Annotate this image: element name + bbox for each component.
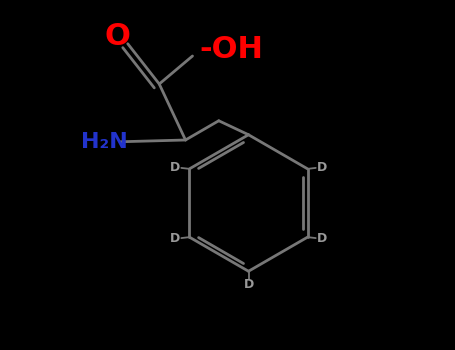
Text: D: D — [317, 161, 328, 174]
Text: O: O — [104, 22, 130, 51]
Text: D: D — [243, 278, 253, 291]
Text: D: D — [170, 161, 180, 174]
Text: D: D — [317, 232, 328, 245]
Text: H₂N: H₂N — [81, 132, 128, 153]
Text: -OH: -OH — [199, 35, 263, 64]
Text: D: D — [170, 232, 180, 245]
